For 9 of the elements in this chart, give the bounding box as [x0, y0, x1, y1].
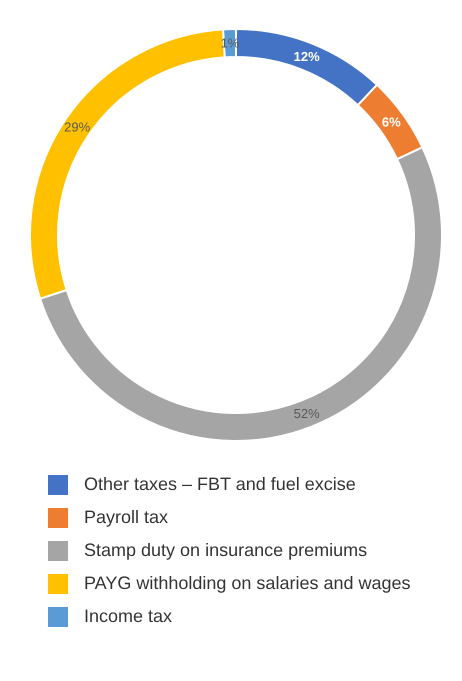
legend-label: Income tax	[84, 606, 172, 627]
data-label: 12%	[294, 48, 320, 64]
legend-label: Stamp duty on insurance premiums	[84, 540, 368, 561]
legend-label: Payroll tax	[84, 507, 168, 528]
legend-label: Other taxes – FBT and fuel excise	[84, 474, 356, 495]
data-label: 52%	[294, 406, 320, 422]
data-label: 29%	[64, 120, 91, 135]
data-label: 6%	[382, 114, 402, 130]
legend-label: PAYG withholding on salaries and wages	[84, 573, 411, 594]
